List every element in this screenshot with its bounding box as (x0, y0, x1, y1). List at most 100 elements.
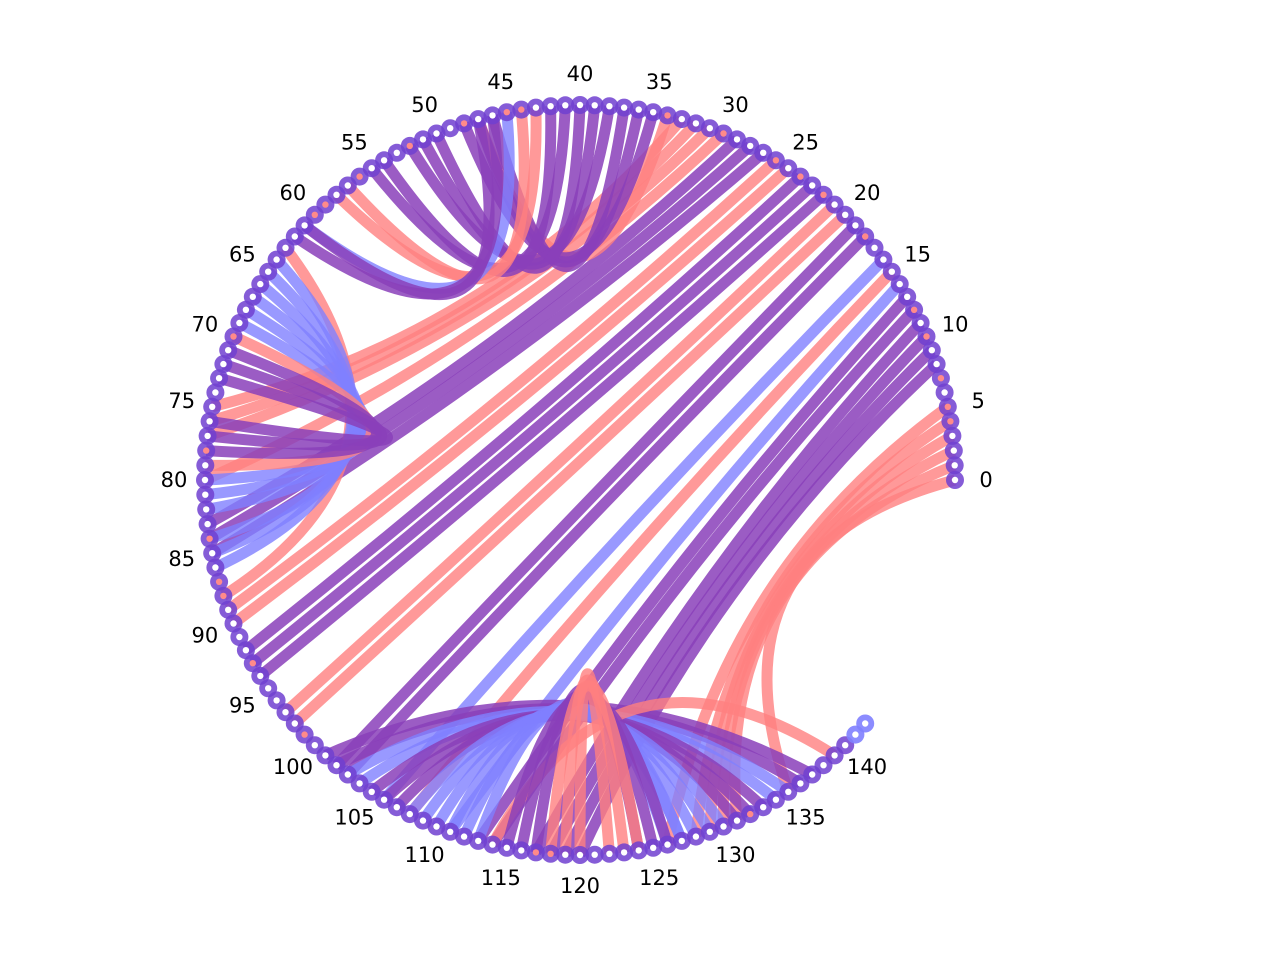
edge-0-135 (761, 474, 957, 794)
edge-40-50 (431, 104, 586, 274)
node-center-81 (202, 491, 209, 498)
node-center-11 (917, 319, 924, 327)
node-center-68 (242, 306, 250, 313)
tick-label: 20 (854, 181, 881, 205)
node-center-48 (460, 120, 468, 127)
tick-label: 90 (192, 623, 219, 647)
node-center-86 (212, 564, 219, 571)
node-center-36 (635, 106, 642, 113)
node-center-79 (202, 462, 209, 469)
node-center-76 (206, 418, 213, 425)
tick-label: 80 (161, 468, 188, 492)
node-center-53 (393, 149, 400, 156)
node-center-119 (562, 851, 569, 858)
node-center-128 (692, 833, 700, 840)
node-center-25 (785, 165, 792, 172)
node-center-33 (678, 115, 685, 123)
node-center-142 (862, 720, 869, 727)
node-center-123 (620, 849, 628, 856)
node-center-23 (809, 182, 816, 189)
node-center-6 (941, 389, 948, 396)
node-center-50 (433, 130, 440, 137)
edge-24-92 (242, 172, 805, 655)
node-center-27 (760, 149, 767, 156)
node-center-28 (747, 142, 754, 150)
node-center-35 (650, 109, 657, 116)
node-center-107 (393, 804, 400, 811)
node-center-134 (772, 796, 780, 803)
node-center-97 (282, 709, 289, 716)
node-center-61 (301, 222, 308, 229)
tick-label: 25 (792, 130, 819, 154)
tick-label: 10 (942, 313, 969, 337)
node-center-58 (333, 191, 340, 198)
edge-bundle-22-94 (242, 172, 828, 681)
tick-label: 65 (229, 242, 256, 266)
node-center-104 (356, 780, 363, 787)
tick-label: 30 (722, 93, 749, 117)
node-center-136 (797, 780, 804, 787)
node-center-115 (503, 844, 510, 851)
edge-26-89 (224, 156, 780, 615)
edge-73-76 (208, 372, 393, 447)
node-center-133 (760, 804, 767, 811)
node-center-129 (706, 828, 713, 835)
node-center-71 (225, 347, 232, 354)
edge-120-122 (574, 668, 615, 856)
tick-label: 130 (715, 843, 755, 867)
node-center-141 (852, 731, 859, 738)
node-center-95 (265, 685, 272, 692)
edge-20-98 (291, 210, 849, 728)
node-center-113 (475, 837, 482, 845)
node-center-135 (785, 788, 792, 795)
node-center-44 (518, 106, 525, 113)
tick-label: 120 (560, 874, 600, 898)
node-center-59 (322, 201, 329, 208)
node-center-5 (944, 403, 951, 410)
node-center-43 (532, 104, 540, 111)
node-center-92 (242, 647, 250, 654)
edge-bundle-0-135 (761, 474, 957, 794)
node-center-47 (475, 115, 482, 123)
node-center-110 (433, 823, 440, 830)
tick-label: 125 (639, 866, 679, 890)
node-center-46 (489, 112, 496, 119)
node-center-29 (733, 136, 741, 143)
node-center-111 (447, 828, 454, 835)
node-center-37 (620, 104, 628, 111)
node-center-131 (733, 817, 741, 824)
edges-layer (202, 104, 957, 858)
node-center-77 (204, 432, 211, 440)
node-center-127 (678, 837, 685, 845)
node-center-83 (204, 520, 211, 528)
node-center-65 (265, 268, 272, 275)
node-center-132 (747, 810, 754, 818)
node-center-126 (664, 841, 671, 848)
node-center-140 (842, 742, 849, 749)
node-center-39 (591, 102, 598, 109)
node-center-67 (249, 293, 256, 300)
node-center-20 (842, 211, 849, 218)
tick-label: 75 (168, 389, 195, 413)
node-center-21 (831, 201, 838, 208)
tick-label: 5 (972, 389, 985, 413)
edge-bundle-46-62 (291, 114, 503, 300)
node-center-80 (201, 476, 209, 484)
node-center-139 (831, 752, 838, 759)
node-center-93 (249, 660, 256, 667)
edge-31-77 (205, 124, 714, 442)
node-center-26 (772, 157, 780, 164)
node-center-102 (333, 762, 340, 769)
tick-label: 35 (646, 70, 673, 94)
node-center-90 (230, 620, 237, 627)
tick-label: 60 (280, 181, 307, 205)
node-center-116 (518, 847, 525, 854)
node-center-82 (203, 506, 210, 513)
node-center-2 (950, 447, 957, 454)
node-center-66 (257, 280, 264, 288)
node-center-130 (720, 823, 727, 830)
tick-label: 115 (481, 866, 521, 890)
node-center-89 (225, 606, 232, 613)
node-center-96 (273, 697, 280, 704)
node-center-125 (650, 844, 657, 851)
